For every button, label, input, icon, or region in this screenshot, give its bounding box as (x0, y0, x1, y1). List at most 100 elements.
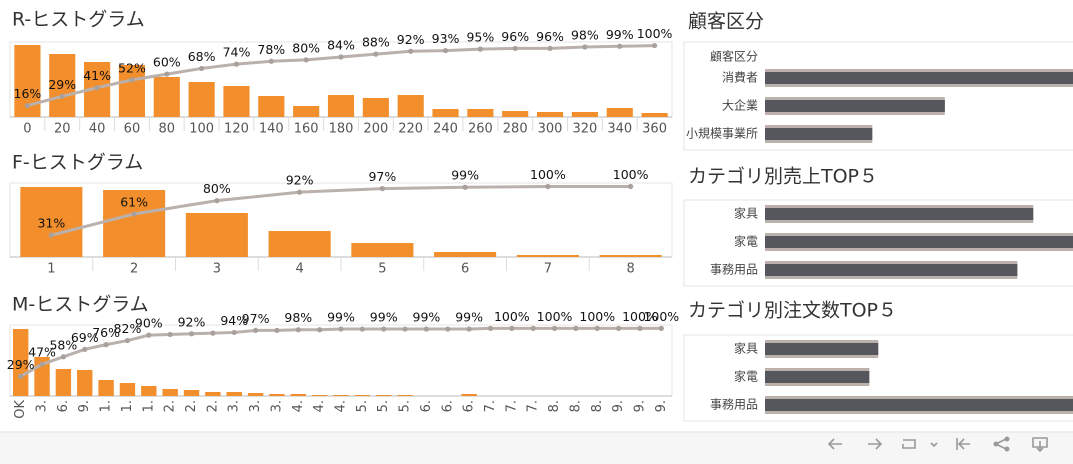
x-tick-label: 9. (654, 400, 669, 412)
bar (354, 395, 371, 396)
bar (183, 390, 200, 396)
pareto-point (233, 61, 240, 67)
data-label: 100% (643, 309, 679, 324)
y-tick-label: 家具 (734, 341, 758, 356)
bar (247, 393, 264, 396)
pareto-point (188, 331, 195, 337)
bar (432, 109, 459, 117)
x-tick-label: 360 (642, 122, 667, 137)
x-tick-label: 200 (363, 122, 388, 137)
pareto-point (214, 198, 220, 204)
data-label: 100% (613, 167, 649, 182)
pareto-point (582, 44, 588, 50)
x-tick-label: 9. (611, 400, 626, 412)
y-tick-label: 事務用品 (710, 398, 758, 412)
undo-icon[interactable] (827, 438, 842, 450)
x-tick-label: OK (13, 400, 28, 419)
bar (765, 371, 870, 383)
pareto-point (338, 326, 344, 332)
x-tick-label: 2 (130, 262, 138, 277)
revert-icon[interactable] (902, 439, 916, 449)
bar (765, 343, 879, 355)
chart-title: カテゴリ別注文数TOP５ (688, 300, 897, 322)
bar (269, 394, 285, 396)
y-tick-label: 大企業 (722, 98, 758, 113)
bar (571, 112, 598, 117)
bar (311, 395, 328, 396)
data-label: 41% (83, 68, 111, 83)
pareto-point (252, 327, 259, 334)
data-label: 90% (135, 316, 163, 331)
x-tick-label: 5. (376, 400, 391, 412)
bar (258, 96, 285, 117)
pareto-point (573, 325, 579, 331)
pareto-point (616, 325, 622, 331)
x-tick-label: 5. (355, 400, 370, 412)
pareto-point (547, 45, 553, 52)
x-tick-label: 240 (433, 122, 458, 137)
pareto-point (628, 183, 634, 190)
data-label: 47% (28, 345, 56, 360)
download-icon[interactable] (1032, 437, 1048, 453)
bar (765, 399, 1073, 411)
pareto-point (231, 329, 237, 336)
x-tick-label: 2. (163, 400, 178, 412)
redo-icon[interactable] (868, 438, 883, 450)
x-tick-label: 160 (294, 122, 319, 137)
x-tick-label: 320 (572, 122, 597, 137)
x-tick-label: 40 (89, 122, 106, 137)
bar (765, 208, 1034, 220)
pareto-point (124, 337, 131, 344)
data-label: 68% (188, 49, 216, 64)
pareto-point (466, 326, 472, 332)
bar (599, 255, 662, 257)
first-icon[interactable] (956, 438, 970, 450)
x-tick-label: 260 (468, 122, 493, 137)
pareto-point (381, 326, 387, 332)
pareto-point (462, 184, 468, 190)
bar (376, 395, 392, 396)
bar (502, 111, 529, 117)
data-label: 52% (118, 60, 146, 75)
data-label: 93% (432, 31, 460, 46)
revert-menu[interactable] (930, 442, 938, 448)
data-label: 95% (466, 30, 494, 45)
pareto-point (477, 46, 483, 52)
x-tick-label: 60 (124, 122, 141, 137)
pareto-point (359, 326, 365, 332)
bar (765, 264, 1018, 276)
x-tick-label: 9. (77, 400, 92, 412)
pareto-point (59, 93, 65, 99)
bar (351, 243, 414, 257)
pareto-point (651, 42, 658, 49)
x-tick-label: 1. (120, 400, 135, 412)
chart-title: カテゴリ別売上TOP５ (688, 166, 878, 188)
bar (162, 389, 178, 396)
x-tick-label: 340 (607, 122, 632, 137)
pareto-point (274, 327, 280, 334)
pareto-point (164, 71, 170, 77)
x-tick-label: 3. (227, 400, 242, 412)
x-tick-label: 9. (632, 400, 647, 412)
plot-frame (683, 41, 1073, 151)
bar (467, 109, 494, 117)
x-tick-label: 6 (461, 262, 469, 277)
pareto-point (295, 327, 301, 333)
pareto-point (303, 57, 309, 63)
data-label: 80% (292, 40, 320, 55)
data-label: 29% (7, 357, 35, 372)
x-tick-label: 8. (568, 400, 583, 412)
bar (397, 395, 413, 396)
pareto-point (379, 186, 385, 192)
data-label: 29% (48, 77, 76, 92)
bar (765, 72, 1073, 84)
x-tick-label: 3. (269, 400, 284, 412)
x-tick-label: 2. (205, 400, 220, 412)
x-tick-label: 3. (248, 400, 263, 412)
data-label: 99% (451, 168, 479, 183)
bar (153, 77, 180, 117)
pareto-point (82, 346, 88, 352)
y-tick-label: 家具 (734, 206, 758, 221)
